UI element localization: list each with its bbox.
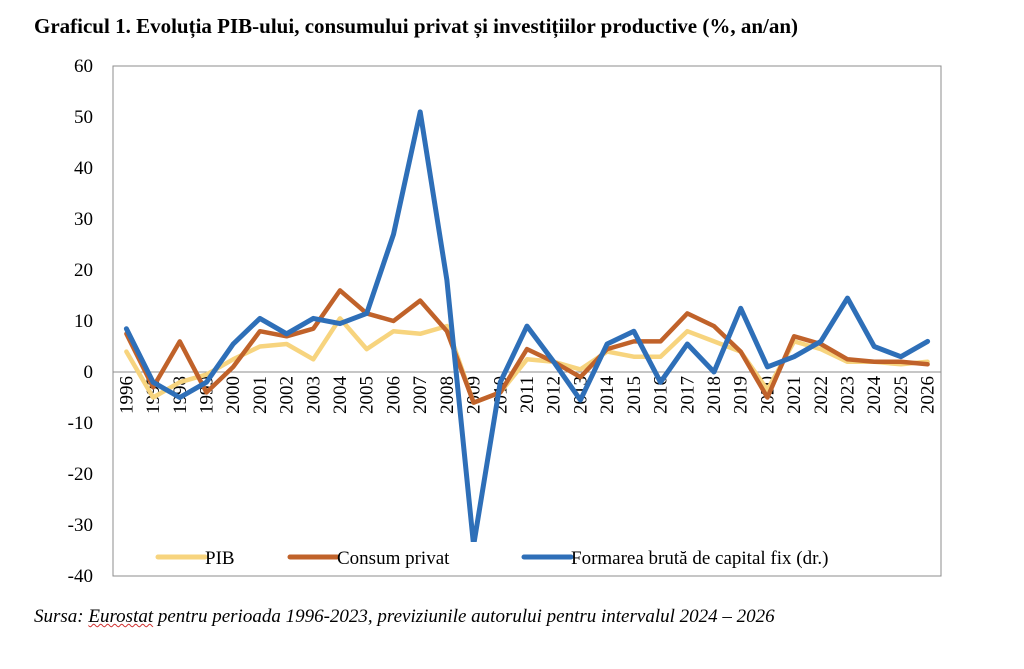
x-tick-label: 2018 xyxy=(704,376,725,414)
x-tick-label: 2025 xyxy=(891,376,912,414)
source-eurostat: Eurostat xyxy=(88,606,154,627)
x-tick-label: 2004 xyxy=(330,376,351,415)
x-tick-label: 1996 xyxy=(116,376,137,414)
source-note: Sursa: Eurostat pentru perioada 1996-202… xyxy=(34,606,775,628)
y-tick-label: 0 xyxy=(84,362,94,383)
x-tick-label: 2002 xyxy=(277,376,298,414)
x-tick-label: 2001 xyxy=(250,376,271,414)
x-tick-label: 2006 xyxy=(383,376,404,414)
legend-label-2: Consum privat xyxy=(337,548,450,569)
x-tick-label: 2024 xyxy=(864,376,885,415)
legend: PIB Consum privat Formarea brută de capita… xyxy=(150,542,910,572)
x-tick-label: 2017 xyxy=(677,376,698,414)
x-tick-label: 2026 xyxy=(918,376,939,414)
y-tick-label: -40 xyxy=(68,566,93,587)
plot-area-frame xyxy=(112,65,942,577)
y-tick-label: 10 xyxy=(74,311,93,332)
source-rest: pentru perioada 1996-2023, previziunile … xyxy=(153,606,775,627)
x-tick-label: 2011 xyxy=(517,376,538,413)
y-tick-label: 40 xyxy=(74,158,93,179)
x-tick-label: 2012 xyxy=(544,376,565,414)
y-tick-label: -10 xyxy=(68,413,93,434)
legend-label-1: PIB xyxy=(205,548,235,569)
source-prefix: Sursa: xyxy=(34,606,89,627)
y-tick-label: -20 xyxy=(68,464,93,485)
x-tick-label: 2005 xyxy=(357,376,378,414)
series-line-3 xyxy=(123,109,931,548)
x-tick-label: 2003 xyxy=(303,376,324,414)
x-tick-label: 2008 xyxy=(437,376,458,414)
y-axis: 60 50 40 30 20 10 0 -10 -20 -30 -40 xyxy=(68,56,93,587)
x-tick-label: 2021 xyxy=(784,376,805,414)
y-tick-label: -30 xyxy=(68,515,93,536)
x-tick-label: 2000 xyxy=(223,376,244,414)
legend-label-3: Formarea brută de capital fix (dr.) xyxy=(571,548,828,569)
x-tick-label: 2023 xyxy=(838,376,859,414)
series-line-2 xyxy=(124,288,930,405)
y-tick-label: 60 xyxy=(74,56,93,77)
x-tick-label: 2007 xyxy=(410,376,431,414)
chart-title: Graficul 1. Evoluția PIB-ului, consumulu… xyxy=(34,14,799,38)
x-tick-label: 2016 xyxy=(651,376,672,414)
x-tick-label: 2019 xyxy=(731,376,752,414)
y-tick-label: 20 xyxy=(74,260,93,281)
x-tick-label: 2014 xyxy=(597,376,618,415)
series-group xyxy=(123,109,931,548)
x-axis: 1996 1997 1998 1999 2000 2001 2002 2003 2004 2005… xyxy=(116,376,938,415)
y-tick-label: 50 xyxy=(74,107,93,128)
x-tick-label: 2015 xyxy=(624,376,645,414)
x-tick-label: 2022 xyxy=(811,376,832,414)
y-tick-label: 30 xyxy=(74,209,93,230)
